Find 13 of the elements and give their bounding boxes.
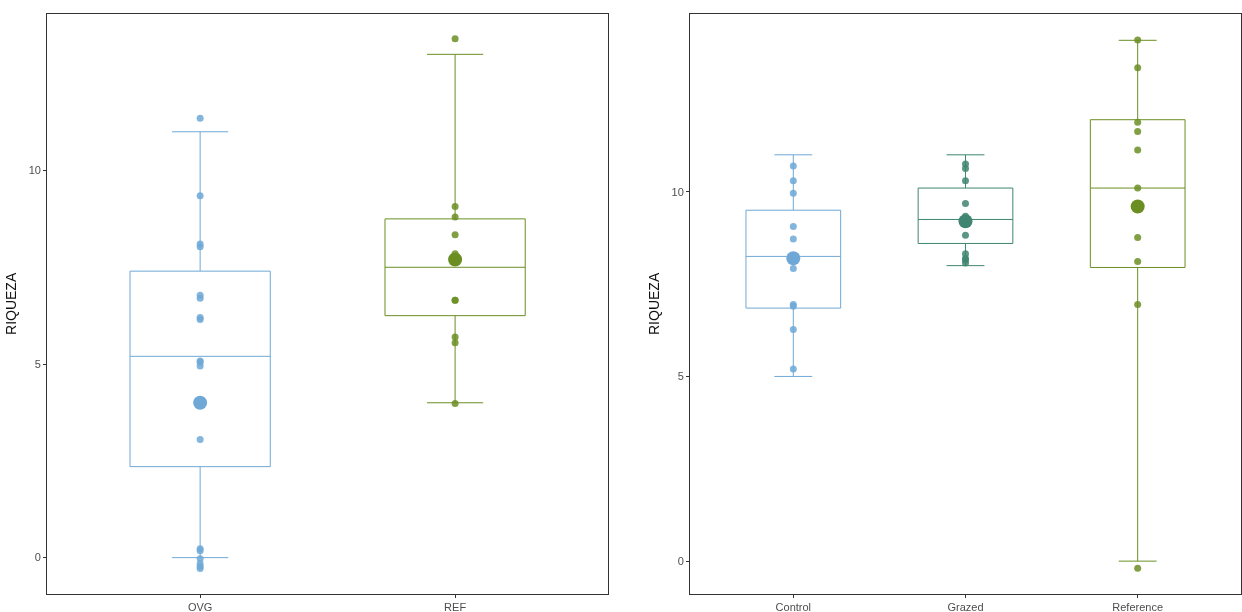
y-axis-title: RIQUEZA [3, 272, 20, 335]
x-tick-label: OVG [187, 600, 213, 612]
y-tick-label: 10 [671, 185, 684, 198]
y-tick-label: 0 [677, 554, 684, 567]
y-tick-label: 10 [28, 164, 41, 177]
x-tick-label: Grazed [947, 600, 984, 612]
x-tick-label: Control [775, 600, 812, 612]
y-tick-label: 5 [677, 370, 684, 383]
y-tick-label: 0 [34, 551, 41, 564]
x-tick-label: REF [444, 600, 467, 612]
y-tick-label: 5 [34, 357, 41, 370]
y-axis-title: RIQUEZA [646, 272, 663, 335]
x-tick-label: Reference [1112, 600, 1164, 612]
